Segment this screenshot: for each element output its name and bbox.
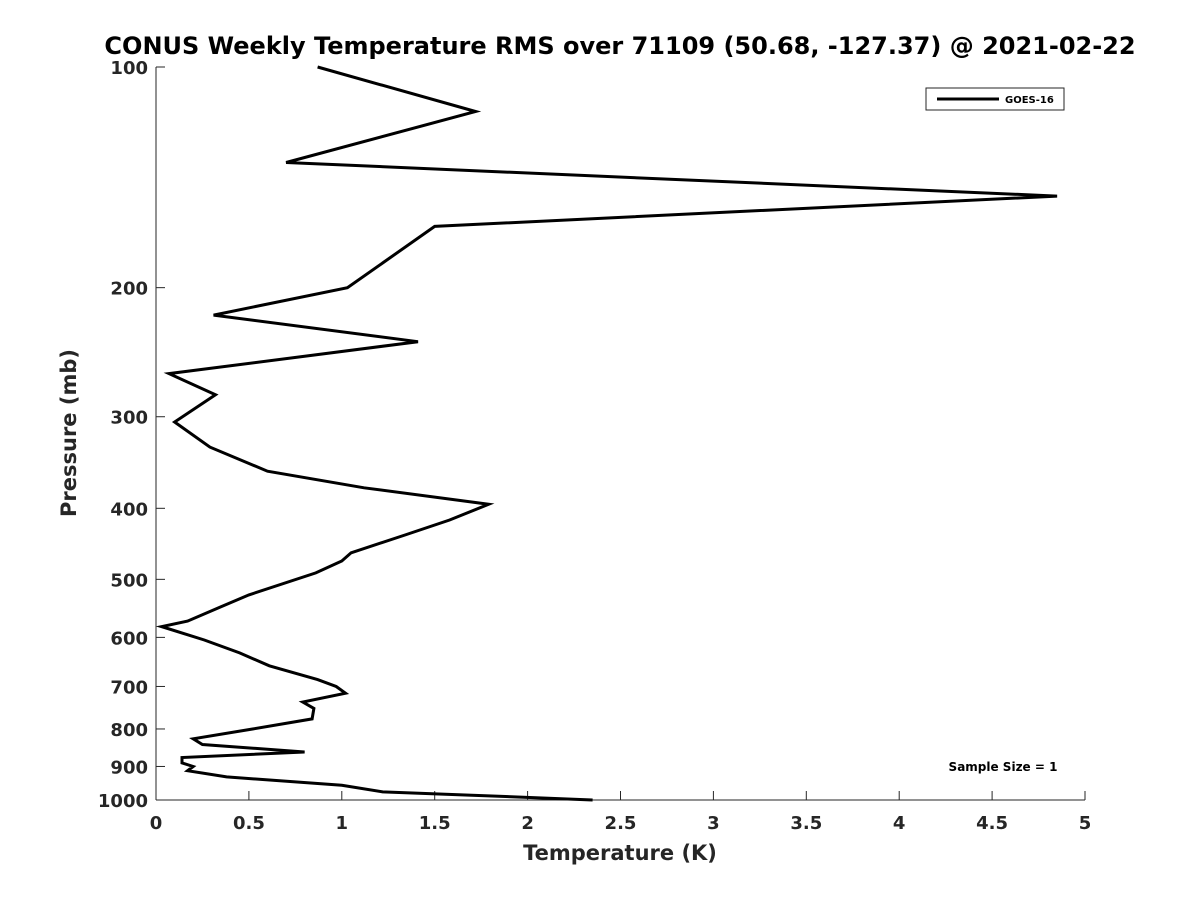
- sample-size-note: Sample Size = 1: [949, 760, 1058, 774]
- x-tick-label: 3: [707, 813, 720, 834]
- x-axis-label: Temperature (K): [523, 841, 717, 865]
- x-tick-label: 1.5: [419, 813, 451, 834]
- x-tick-label: 4: [893, 813, 906, 834]
- y-tick-label: 400: [110, 499, 148, 520]
- x-tick-label: 2: [521, 813, 534, 834]
- series-line-goes-16: [155, 65, 1058, 802]
- y-tick-label: 300: [110, 408, 148, 429]
- x-ticks: 0 0.5 1 1.5 2 2.5 3 3.5 4 4.5 5: [150, 791, 1092, 834]
- series-layer: [155, 65, 1058, 802]
- y-tick-label: 200: [110, 279, 148, 300]
- y-tick-label: 700: [110, 677, 148, 698]
- y-tick-label: 900: [110, 757, 148, 778]
- chart-title: CONUS Weekly Temperature RMS over 71109 …: [104, 32, 1135, 60]
- y-tick-label: 600: [110, 628, 148, 649]
- x-tick-label: 5: [1079, 813, 1092, 834]
- y-tick-label: 100: [110, 58, 148, 79]
- y-axis-label: Pressure (mb): [57, 349, 81, 517]
- x-tick-label: 1: [336, 813, 349, 834]
- y-tick-label: 500: [110, 570, 148, 591]
- x-tick-label: 3.5: [790, 813, 822, 834]
- y-tick-label: 1000: [98, 791, 148, 812]
- y-tick-label: 800: [110, 720, 148, 741]
- x-tick-label: 0: [150, 813, 163, 834]
- legend-label: GOES-16: [1005, 95, 1054, 106]
- y-ticks: 100 200 300 400 500 600 700 800 900 1000: [98, 58, 165, 812]
- legend: GOES-16: [925, 87, 1065, 111]
- x-tick-label: 0.5: [233, 813, 265, 834]
- x-tick-label: 4.5: [976, 813, 1008, 834]
- x-tick-label: 2.5: [605, 813, 637, 834]
